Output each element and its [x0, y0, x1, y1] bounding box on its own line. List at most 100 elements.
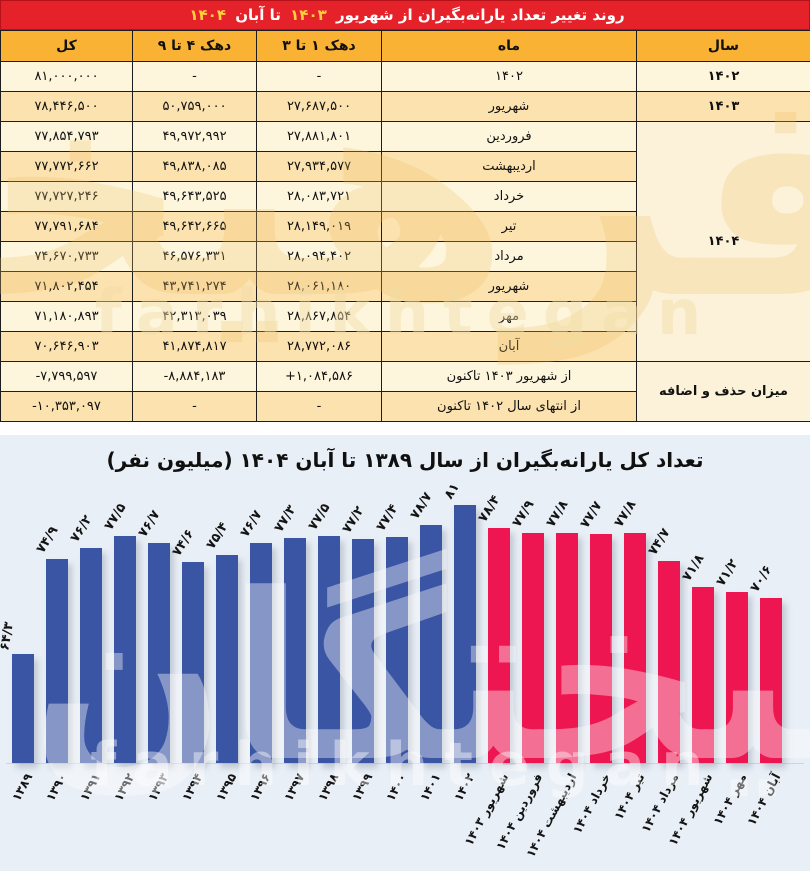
table-body: ۱۴۰۲ ۱۴۰۲- -۸۱,۰۰۰,۰۰۰ ۱۴۰۳ شهریور ۲۷,۶۸۷,۵۰۰… — [0, 61, 810, 422]
bar — [284, 538, 306, 763]
bar — [658, 561, 680, 763]
total-cell: ۷۷,۸۵۴,۷۹۳ — [0, 121, 133, 152]
decile49-cell: ۴۲,۳۱۳,۰۳۹ — [132, 301, 257, 332]
bar — [386, 537, 408, 763]
bar — [624, 533, 646, 763]
bar — [80, 548, 102, 763]
year-cell: ۱۴۰۳ — [636, 91, 810, 122]
bar-value-label: ۷۱/۸ — [679, 551, 708, 584]
table-row: آبان ۲۸,۷۷۲,۰۸۶ ۴۱,۸۷۴,۸۱۷ ۷۰,۶۴۶,۹۰۳ — [0, 331, 810, 362]
header-decile-1-3: دهک ۱ تا ۳ — [256, 30, 382, 62]
decile49-cell: - — [132, 61, 257, 92]
total-cell: ۷۱,۱۸۰,۸۹۳ — [0, 301, 133, 332]
table-row: ۱۴۰۲ ۱۴۰۲- -۸۱,۰۰۰,۰۰۰ — [0, 61, 810, 92]
year-cell: ۱۴۰۲ — [636, 61, 810, 92]
table-title-segment: ۱۴۰۴ — [189, 6, 226, 24]
bar-value-label: ۷۷/۸ — [611, 497, 640, 530]
subsidy-chart-section: تعداد کل یارانه‌بگیران از سال ۱۳۸۹ تا آب… — [0, 435, 810, 871]
bar — [12, 654, 34, 763]
month-cell: شهریور — [381, 91, 637, 122]
bar-value-label: ۷۷/۷ — [577, 498, 606, 531]
month-cell: آبان — [381, 331, 637, 362]
table-title: روند تغییر تعداد یارانه‌بگیران از شهریور… — [0, 0, 810, 30]
decile49-cell: ۴۹,۶۴۲,۶۶۵ — [132, 211, 257, 242]
bar — [216, 555, 238, 763]
table-row: ۱۴۰۴ فروردین ۲۷,۸۸۱,۸۰۱ ۴۹,۹۷۲,۹۹۲ ۷۷,۸۵۴,۷۹… — [0, 121, 810, 362]
year-cell: ۱۴۰۴ — [636, 121, 810, 362]
total-cell: ۷۴,۶۷۰,۷۳۳ — [0, 241, 133, 272]
decile13-cell: ۲۸,۰۹۴,۴۰۲ — [256, 241, 382, 272]
table-title-segment: روند تغییر تعداد یارانه‌بگیران از شهریور — [330, 6, 625, 24]
header-month: ماه — [381, 30, 637, 62]
total-cell: -۷,۷۹۹,۵۹۷ — [0, 361, 133, 392]
decile49-cell: - — [132, 391, 257, 422]
x-axis-baseline — [6, 763, 804, 764]
month-cell: از انتهای سال ۱۴۰۲ تاکنون — [381, 391, 637, 422]
month-cell: تیر — [381, 211, 637, 242]
table-row: ۱۴۰۳ شهریور ۲۷,۶۸۷,۵۰۰ ۵۰,۷۵۹,۰۰۰ ۷۸,۴۴۶,۵۰۰ — [0, 91, 810, 122]
chart-title: تعداد کل یارانه‌بگیران از سال ۱۳۸۹ تا آب… — [106, 448, 704, 472]
total-cell: ۸۱,۰۰۰,۰۰۰ — [0, 61, 133, 92]
bar — [148, 543, 170, 763]
bar-value-label: ۷۴/۷ — [645, 525, 674, 558]
bar — [454, 505, 476, 763]
bar-value-label: ۷۸/۷ — [407, 489, 436, 522]
total-cell: ۷۷,۷۹۱,۶۸۴ — [0, 211, 133, 242]
table-row: مرداد ۲۸,۰۹۴,۴۰۲ ۴۶,۵۷۶,۳۳۱ ۷۴,۶۷۰,۷۳۳ — [0, 241, 810, 272]
bar — [46, 559, 68, 763]
subsidy-table: سال ماه دهک ۱ تا ۳ دهک ۴ تا ۹ کل ۱۴۰۲ ۱۴۰… — [0, 30, 810, 422]
total-cell: ۷۷,۷۷۲,۶۶۲ — [0, 151, 133, 182]
bar-value-label: ۶۴/۳ — [0, 620, 17, 652]
month-cell: شهریور — [381, 271, 637, 302]
bar — [726, 592, 748, 763]
bar — [692, 587, 714, 763]
bar — [488, 528, 510, 763]
decile13-cell: ۲۸,۰۸۳,۷۲۱ — [256, 181, 382, 212]
bar-value-label: ۷۷/۹ — [509, 497, 538, 530]
bar-value-label: ۷۷/۲ — [339, 503, 368, 536]
bar — [352, 539, 374, 763]
bar — [760, 598, 782, 763]
bar-value-label: ۷۷/۴ — [373, 501, 402, 534]
bar-value-label: ۷۷/۵ — [101, 500, 130, 533]
subsidy-table-section: روند تغییر تعداد یارانه‌بگیران از شهریور… — [0, 0, 810, 427]
month-cell: خرداد — [381, 181, 637, 212]
bar — [556, 533, 578, 763]
decile13-cell: ۲۷,۹۳۴,۵۷۷ — [256, 151, 382, 182]
table-header-row: سال ماه دهک ۱ تا ۳ دهک ۴ تا ۹ کل — [0, 30, 810, 62]
bar-value-label: ۷۷/۵ — [305, 500, 334, 533]
table-row: خرداد ۲۸,۰۸۳,۷۲۱ ۴۹,۶۴۳,۵۲۵ ۷۷,۷۲۷,۲۴۶ — [0, 181, 810, 212]
bar — [114, 536, 136, 763]
total-cell: ۷۸,۴۴۶,۵۰۰ — [0, 91, 133, 122]
decile49-cell: ۴۹,۸۳۸,۰۸۵ — [132, 151, 257, 182]
decile49-cell: ۴۹,۹۷۲,۹۹۲ — [132, 121, 257, 152]
table-row: تیر ۲۸,۱۴۹,۰۱۹ ۴۹,۶۴۲,۶۶۵ ۷۷,۷۹۱,۶۸۴ — [0, 211, 810, 242]
table-title-segment: ۱۴۰۳ — [290, 6, 327, 24]
decile49-cell: ۴۶,۵۷۶,۳۳۱ — [132, 241, 257, 272]
bar — [522, 533, 544, 763]
bar-value-label: ۷۴/۹ — [33, 523, 62, 556]
header-decile-4-9: دهک ۴ تا ۹ — [132, 30, 257, 62]
header-year: سال — [636, 30, 810, 62]
bar-value-label: ۷۷/۸ — [543, 497, 572, 530]
bar — [420, 525, 442, 763]
header-total: کل — [0, 30, 133, 62]
decile49-cell: ۵۰,۷۵۹,۰۰۰ — [132, 91, 257, 122]
total-cell: ۷۱,۸۰۲,۴۵۴ — [0, 271, 133, 302]
decile13-cell: ۲۸,۰۶۱,۱۸۰ — [256, 271, 382, 302]
total-cell: ۷۰,۶۴۶,۹۰۳ — [0, 331, 133, 362]
month-cell: مرداد — [381, 241, 637, 272]
bar-value-label: ۷۶/۷ — [237, 507, 266, 540]
decile13-cell: ۲۸,۸۶۷,۸۵۴ — [256, 301, 382, 332]
table-row: اردیبهشت ۲۷,۹۳۴,۵۷۷ ۴۹,۸۳۸,۰۸۵ ۷۷,۷۷۲,۶۶۲ — [0, 151, 810, 182]
bar — [250, 543, 272, 763]
bar-value-label: ۷۱/۲ — [713, 556, 742, 589]
table-row: میزان حذف و اضافه از شهریور ۱۴۰۳ تاکنون +۱… — [0, 361, 810, 422]
total-cell: ۷۷,۷۲۷,۲۴۶ — [0, 181, 133, 212]
month-cell: اردیبهشت — [381, 151, 637, 182]
decile49-cell: ۴۳,۷۴۱,۲۷۴ — [132, 271, 257, 302]
table-row: از انتهای سال ۱۴۰۲ تاکنون - - -۱۰,۳۵۳,۰۹۷ — [0, 391, 810, 422]
total-cell: -۱۰,۳۵۳,۰۹۷ — [0, 391, 133, 422]
bar-value-label: ۷۴/۶ — [169, 526, 198, 559]
decile13-cell: - — [256, 61, 382, 92]
